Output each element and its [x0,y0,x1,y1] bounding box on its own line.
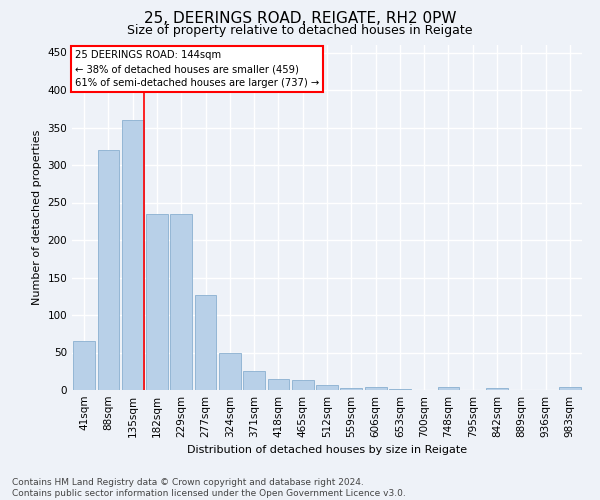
Text: Contains HM Land Registry data © Crown copyright and database right 2024.
Contai: Contains HM Land Registry data © Crown c… [12,478,406,498]
Text: 25 DEERINGS ROAD: 144sqm
← 38% of detached houses are smaller (459)
61% of semi-: 25 DEERINGS ROAD: 144sqm ← 38% of detach… [74,50,319,88]
Text: Size of property relative to detached houses in Reigate: Size of property relative to detached ho… [127,24,473,37]
Bar [146,214,168,390]
Bar [292,380,314,390]
Bar [365,387,386,390]
X-axis label: Distribution of detached houses by size in Reigate: Distribution of detached houses by size … [187,446,467,456]
Bar [122,120,143,390]
Bar [194,294,217,390]
Bar [389,389,411,390]
Text: 25, DEERINGS ROAD, REIGATE, RH2 0PW: 25, DEERINGS ROAD, REIGATE, RH2 0PW [144,11,456,26]
Bar [243,371,265,390]
Bar [73,341,95,390]
Y-axis label: Number of detached properties: Number of detached properties [32,130,42,305]
Bar [97,150,119,390]
Bar [437,387,460,390]
Bar [316,385,338,390]
Bar [559,387,581,390]
Bar [219,353,241,390]
Bar [340,388,362,390]
Bar [486,388,508,390]
Bar [268,379,289,390]
Bar [170,214,192,390]
